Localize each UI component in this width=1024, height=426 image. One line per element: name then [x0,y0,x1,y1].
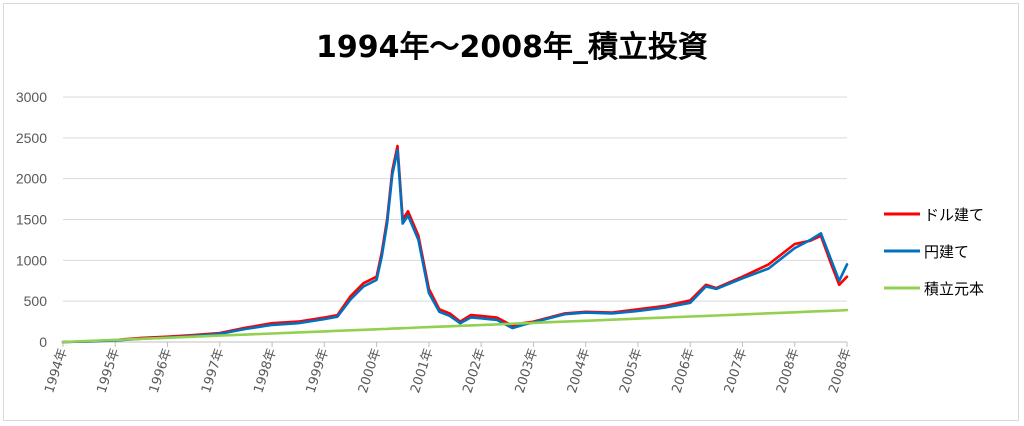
chart-title: 1994年〜2008年_積立投資 [316,30,708,65]
legend-label: ドル建て [924,206,984,224]
x-tick-label: 2004年 [565,347,594,395]
legend-label: 積立元本 [924,280,984,298]
x-tick-label: 2001年 [408,347,437,395]
series-lines [61,144,849,344]
y-axis-tick-labels: 0 500 1000 1500 2000 2500 3000 [16,89,47,350]
x-tick-label: 2008年 [826,347,855,395]
series-line-2 [61,148,849,344]
legend-label: 円建て [924,243,969,261]
y-tick-label: 1000 [16,252,47,268]
x-tick-label: 1998年 [251,347,280,395]
x-axis-tick-labels: 1994年 1995年 1996年 1997年 1998年 1999年 2000年 2001年… [42,342,855,395]
y-tick-label: 3000 [16,89,47,105]
y-tick-label: 500 [24,293,48,309]
x-tick-label: 2003年 [513,347,542,395]
x-tick-label: 1997年 [199,347,228,395]
x-tick-label: 2008年 [774,347,803,395]
series-line-1 [61,144,849,344]
x-tick-label: 2000年 [356,347,385,395]
y-tick-label: 2000 [16,171,47,187]
x-tick-label: 1994年 [42,347,71,395]
x-tick-label: 2005年 [617,347,646,395]
y-tick-label: 0 [39,334,47,350]
y-tick-label: 2500 [16,130,47,146]
x-tick-label: 2006年 [669,347,698,395]
x-tick-label: 1999年 [304,347,333,395]
x-tick-label: 2007年 [722,347,751,395]
chart-frame [3,3,1019,421]
gridlines [63,96,847,343]
x-tick-label: 2002年 [460,347,489,395]
series-line-3 [61,308,849,344]
x-tick-label: 1995年 [95,347,124,395]
y-tick-label: 1500 [16,212,47,228]
x-tick-label: 1996年 [147,347,176,395]
